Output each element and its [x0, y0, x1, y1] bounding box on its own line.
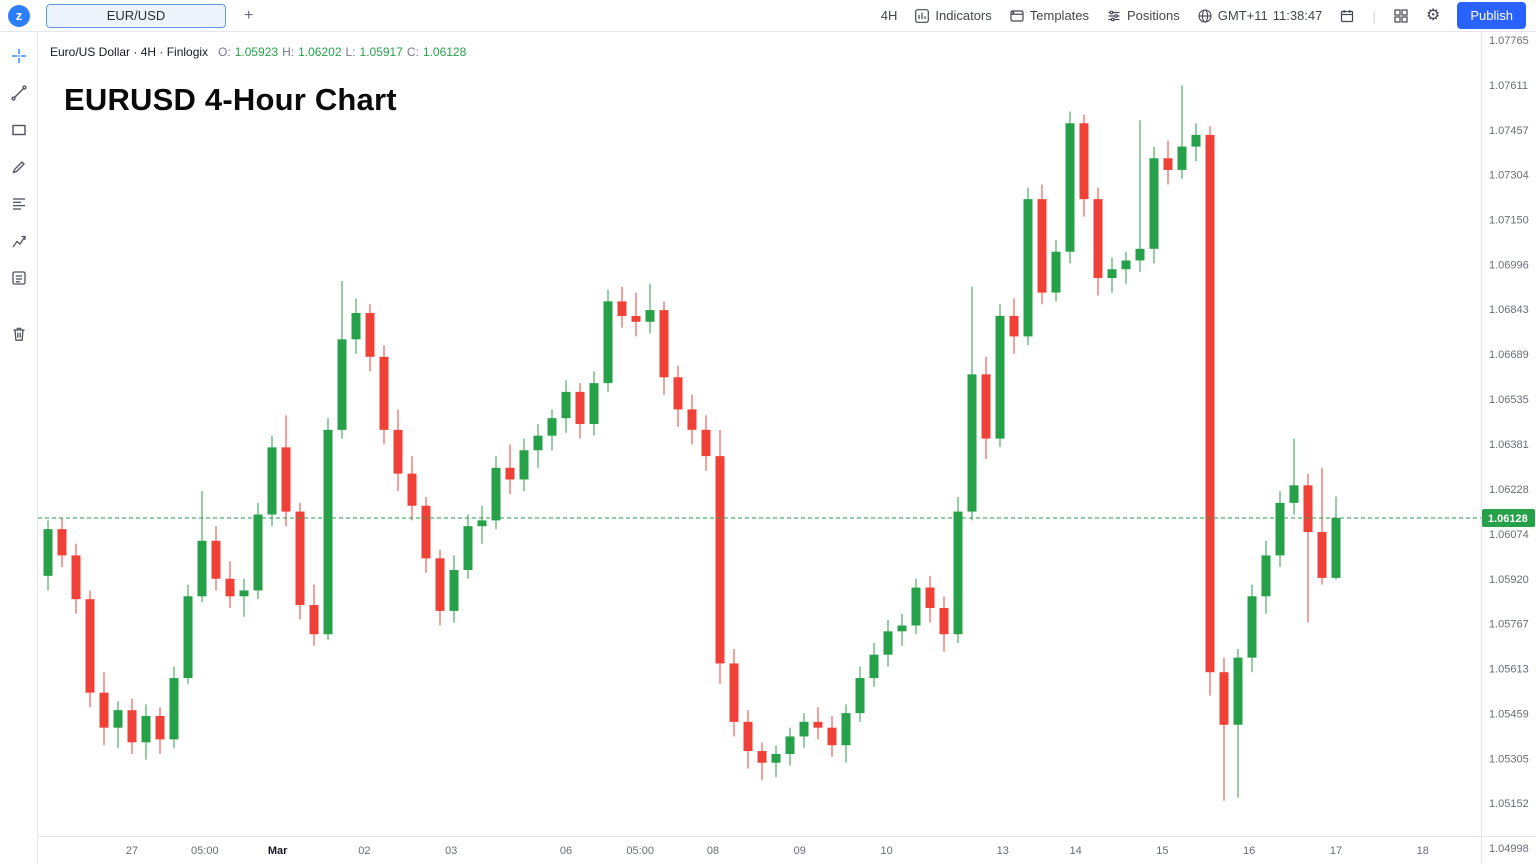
chart-area: 1.07765 1.07611 1.07457 1.07304 1.07150 1.069… — [38, 32, 1536, 864]
svg-text:15: 15 — [1156, 845, 1168, 857]
grid-icon — [1393, 8, 1409, 24]
interval-label: 4H — [880, 8, 898, 23]
svg-text:08: 08 — [707, 845, 719, 857]
indicators-label: Indicators — [935, 8, 992, 23]
positions-button[interactable]: Positions — [1106, 8, 1180, 24]
svg-text:1.05767: 1.05767 — [1489, 618, 1529, 630]
ohlc-values: O: 1.05923 H: 1.06202 L: 1.05917 C: 1.06… — [218, 45, 466, 59]
positions-icon — [1106, 8, 1122, 24]
calendar-button[interactable] — [1339, 8, 1355, 24]
rectangle-tool[interactable] — [5, 116, 33, 144]
timezone-clock[interactable]: GMT+11 11:38:47 — [1197, 8, 1323, 24]
svg-text:1.06381: 1.06381 — [1489, 439, 1529, 451]
low-value: 1.05917 — [359, 45, 403, 59]
svg-text:05:00: 05:00 — [626, 845, 654, 857]
forecast-tool[interactable] — [5, 227, 33, 255]
pattern-lines-tool[interactable] — [5, 190, 33, 218]
svg-text:1.06996: 1.06996 — [1489, 260, 1529, 272]
topbar-right-group: 4H Indicators Templates — [881, 2, 1526, 29]
interval-selector[interactable]: 4H — [881, 8, 898, 23]
svg-text:1.05920: 1.05920 — [1489, 574, 1529, 586]
chart-legend: Euro/US Dollar · 4H · Finlogix O: 1.0592… — [50, 45, 466, 59]
high-label: H: — [282, 45, 295, 59]
svg-text:1.07304: 1.07304 — [1489, 170, 1529, 182]
close-value: 1.06128 — [422, 45, 467, 59]
layout-grid-button[interactable] — [1393, 8, 1409, 24]
toolbar-divider: | — [1372, 7, 1377, 24]
finlogix-logo-icon[interactable]: z — [8, 4, 30, 27]
trash-tool[interactable] — [5, 320, 33, 348]
brush-tool[interactable] — [5, 153, 33, 181]
svg-text:02: 02 — [358, 845, 370, 857]
svg-text:10: 10 — [880, 845, 892, 857]
trendline-tool[interactable] — [5, 79, 33, 107]
svg-text:13: 13 — [997, 845, 1009, 857]
svg-text:1.06128: 1.06128 — [1488, 513, 1528, 525]
svg-text:1.07457: 1.07457 — [1489, 125, 1529, 137]
svg-text:1.07765: 1.07765 — [1489, 35, 1529, 47]
svg-text:18: 18 — [1417, 845, 1429, 857]
svg-text:1.05613: 1.05613 — [1489, 663, 1529, 675]
svg-text:27: 27 — [126, 845, 138, 857]
svg-text:09: 09 — [794, 845, 806, 857]
settings-button[interactable]: ⚙ — [1426, 6, 1441, 24]
indicators-button[interactable]: Indicators — [914, 8, 992, 24]
svg-text:Mar: Mar — [268, 845, 288, 857]
timezone-label: GMT+11 — [1217, 8, 1268, 23]
publish-button[interactable]: Publish — [1457, 2, 1526, 29]
svg-text:14: 14 — [1069, 845, 1081, 857]
svg-text:1.05305: 1.05305 — [1489, 753, 1529, 765]
symbol-tab-eurusd[interactable]: EUR/USD — [46, 3, 226, 28]
drawing-toolbar — [0, 32, 38, 864]
svg-text:1.06228: 1.06228 — [1489, 484, 1529, 496]
svg-text:1.06843: 1.06843 — [1489, 304, 1529, 316]
templates-label: Templates — [1029, 8, 1090, 23]
svg-text:05:00: 05:00 — [191, 845, 219, 857]
crosshair-tool[interactable] — [5, 42, 33, 70]
indicators-icon — [914, 8, 930, 24]
open-value: 1.05923 — [234, 45, 279, 59]
svg-text:1.06535: 1.06535 — [1489, 394, 1529, 406]
open-label: O: — [218, 45, 231, 59]
calendar-icon — [1339, 8, 1355, 24]
low-label: L: — [345, 45, 356, 59]
svg-text:1.05152: 1.05152 — [1489, 798, 1529, 810]
svg-text:17: 17 — [1330, 845, 1342, 857]
svg-text:1.07150: 1.07150 — [1489, 215, 1529, 227]
svg-text:1.04998: 1.04998 — [1489, 843, 1529, 855]
svg-text:03: 03 — [445, 845, 457, 857]
svg-text:06: 06 — [560, 845, 572, 857]
templates-icon — [1009, 8, 1025, 24]
svg-text:1.07611: 1.07611 — [1489, 80, 1528, 92]
high-value: 1.06202 — [298, 45, 342, 59]
globe-icon — [1197, 8, 1213, 24]
clock-value: 11:38:47 — [1272, 8, 1323, 23]
templates-button[interactable]: Templates — [1009, 8, 1089, 24]
svg-text:1.05459: 1.05459 — [1489, 708, 1529, 720]
gear-icon: ⚙ — [1426, 6, 1441, 24]
top-toolbar: z EUR/USD + 4H Indicators Templates — [0, 0, 1536, 32]
svg-text:1.06074: 1.06074 — [1489, 529, 1529, 541]
close-label: C: — [406, 45, 419, 59]
svg-text:1.06689: 1.06689 — [1489, 349, 1529, 361]
add-symbol-tab-button[interactable]: + — [244, 6, 254, 24]
positions-label: Positions — [1127, 8, 1180, 23]
symbol-description: Euro/US Dollar · 4H · Finlogix — [50, 45, 209, 59]
chart-canvas[interactable]: 1.07765 1.07611 1.07457 1.07304 1.07150 1.069… — [38, 32, 1536, 864]
svg-text:16: 16 — [1243, 845, 1255, 857]
notes-tool[interactable] — [5, 264, 33, 292]
chart-title-annotation[interactable]: EURUSD 4-Hour Chart — [64, 82, 397, 117]
